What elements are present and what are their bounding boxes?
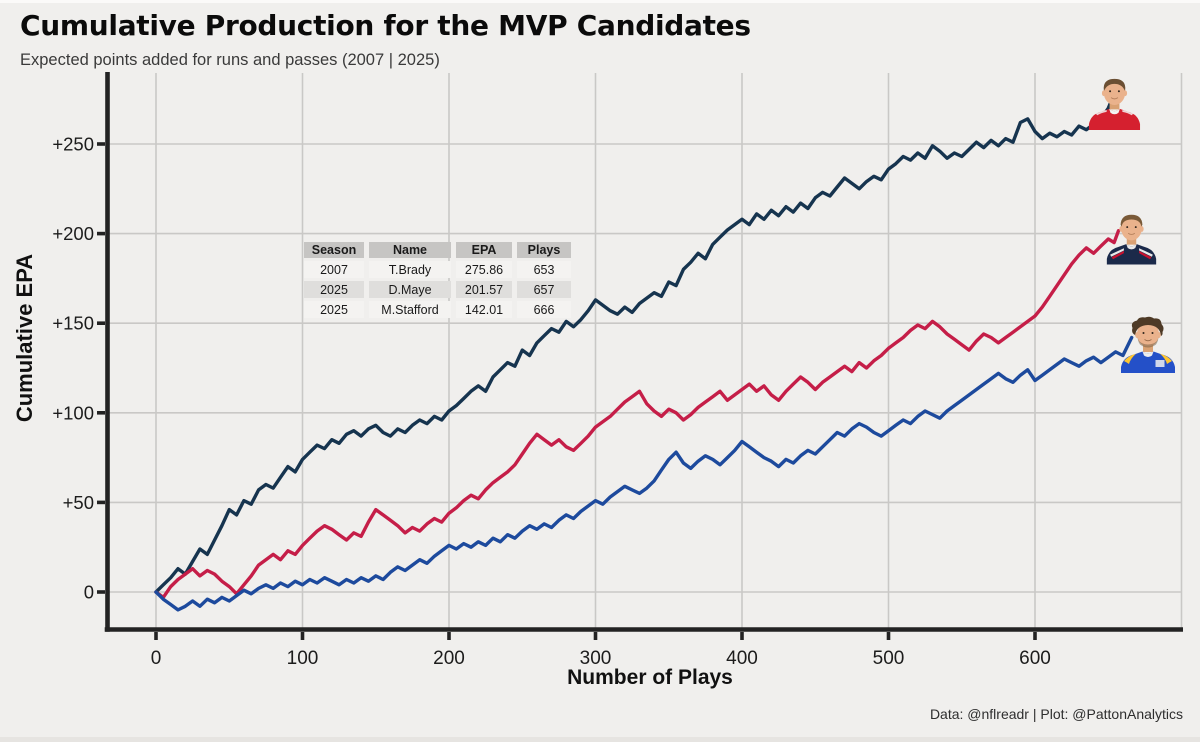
hair [1103, 78, 1126, 91]
cell-plays: 666 [517, 301, 571, 318]
mouth [1127, 232, 1136, 235]
face [1137, 321, 1159, 347]
cell-season: 2007 [304, 261, 364, 278]
player-photo-d-maye [1106, 214, 1157, 265]
cell-name: M.Stafford [369, 301, 451, 318]
series-line-t-brady [154, 95, 1115, 594]
cell-epa: 201.57 [456, 281, 512, 298]
jersey [1121, 351, 1175, 373]
shoulder-stripe [1139, 250, 1152, 260]
eye [1142, 332, 1145, 334]
eye [1134, 226, 1137, 229]
chart-canvas: 0 +50 +100 +150 +200 +250 0 100 200 300 400 500 600 [52, 72, 1183, 669]
jersey-trim [1122, 109, 1134, 116]
player-photo-m-stafford [1121, 316, 1175, 373]
header-name: Name [369, 242, 451, 258]
y-axis-title: Cumulative EPA [12, 253, 37, 423]
credit-text: Data: @nflreadr | Plot: @PattonAnalytics [929, 706, 1183, 722]
eye [1151, 332, 1154, 334]
cell-plays: 657 [517, 281, 571, 298]
x-tick-label: 500 [873, 648, 905, 669]
collar [1126, 244, 1137, 250]
y-tick-label: +150 [52, 313, 94, 334]
y-tick-label: +100 [52, 402, 94, 423]
cell-name: D.Maye [369, 281, 451, 298]
collar [1142, 351, 1154, 357]
cell-plays: 653 [517, 261, 571, 278]
x-tick-label: 0 [151, 648, 162, 669]
beard [1137, 336, 1159, 348]
cell-season: 2025 [304, 301, 364, 318]
mouth [1144, 339, 1152, 342]
y-tick-label: +50 [63, 492, 94, 513]
x-tick-label: 600 [1019, 648, 1051, 669]
summary-table-header-row: Season Name EPA Plays [304, 242, 571, 258]
jersey [1088, 108, 1141, 130]
table-row: 2025 D.Maye 201.57 657 [304, 281, 571, 298]
hair [1131, 316, 1164, 336]
series-line-m-stafford [154, 335, 1134, 612]
y-tick-label: 0 [84, 582, 94, 603]
jersey [1106, 244, 1157, 265]
shoulder-stripe [1139, 248, 1153, 257]
number-patch [1155, 360, 1165, 367]
cell-epa: 275.86 [456, 261, 512, 278]
hair [1120, 214, 1143, 227]
face [1103, 79, 1126, 105]
series-line-d-maye [154, 228, 1121, 600]
header-season: Season [304, 242, 364, 258]
x-tick-label: 200 [433, 648, 465, 669]
header-plays: Plays [517, 242, 571, 258]
eye [1109, 90, 1112, 93]
table-row: 2007 T.Brady 275.86 653 [304, 261, 571, 278]
chart-subtitle: Expected points added for runs and passe… [20, 51, 440, 69]
shoulder-horn [1160, 353, 1172, 364]
table-row: 2025 M.Stafford 142.01 666 [304, 301, 571, 318]
neck [1126, 236, 1137, 245]
mouth [1110, 97, 1119, 100]
chart-title: Cumulative Production for the MVP Candid… [20, 9, 751, 42]
collar [1109, 108, 1120, 115]
header-epa: EPA [456, 242, 512, 258]
x-tick-label: 400 [726, 648, 758, 669]
summary-table: Season Name EPA Plays 2007 T.Brady 275.8… [299, 239, 576, 321]
shoulder-stripe [1111, 250, 1124, 260]
eye [1117, 90, 1120, 93]
cell-name: T.Brady [369, 261, 451, 278]
x-axis-title: Number of Plays [567, 666, 733, 689]
cell-epa: 142.01 [456, 301, 512, 318]
face [1121, 215, 1142, 241]
shoulder-horn [1124, 353, 1136, 364]
y-tick-label: +200 [52, 223, 94, 244]
cell-season: 2025 [304, 281, 364, 298]
player-photo-t-brady [1088, 78, 1141, 130]
shoulder-stripe [1110, 248, 1124, 257]
x-tick-label: 100 [287, 648, 319, 669]
eye [1126, 226, 1129, 229]
x-tick-label: 300 [580, 648, 612, 669]
jersey-trim [1095, 109, 1107, 116]
y-tick-label: +250 [52, 134, 94, 155]
